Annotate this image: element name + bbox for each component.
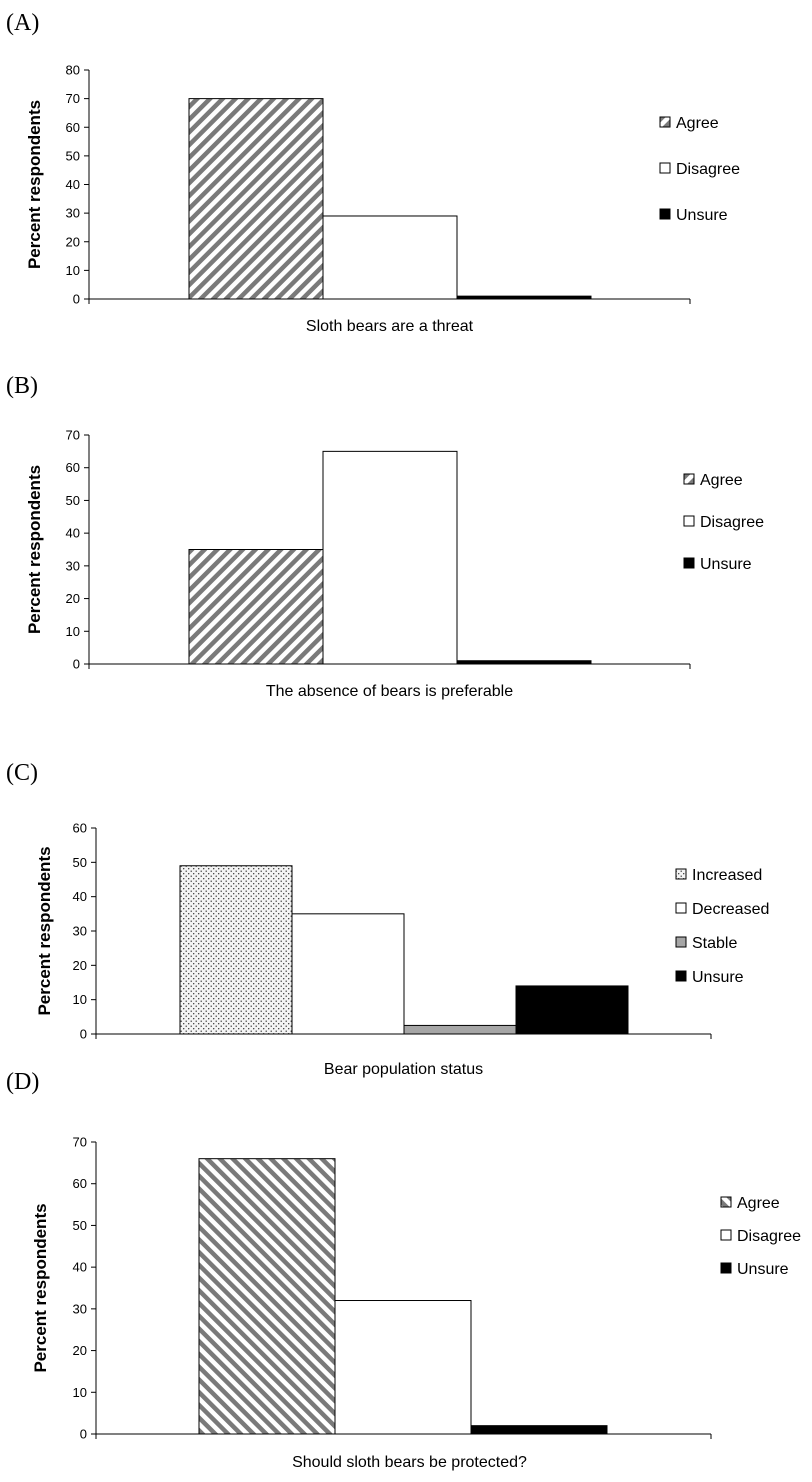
y-tick-label: 70 xyxy=(73,1135,87,1150)
legend-label-unsure: Unsure xyxy=(700,556,752,573)
y-axis-label: Percent respondents xyxy=(25,100,44,269)
legend-label-stable: Stable xyxy=(692,935,737,952)
legend-swatch-stable xyxy=(675,936,687,948)
bar-disagree xyxy=(334,1300,472,1435)
y-tick-label: 80 xyxy=(66,63,80,78)
panel-label: (D) xyxy=(6,1069,39,1095)
legend-label-unsure: Unsure xyxy=(692,969,744,986)
y-tick-label: 10 xyxy=(66,624,80,639)
bar-agree xyxy=(188,549,324,665)
y-tick-label: 50 xyxy=(66,148,80,163)
y-tick-label: 40 xyxy=(73,889,87,904)
y-tick-label: 20 xyxy=(73,958,87,973)
legend-swatch-disagree xyxy=(683,515,695,527)
panel-label: (C) xyxy=(6,760,38,786)
bar-unsure xyxy=(515,985,629,1035)
chart-panel-c: (C) 0 10 20 30 40 50 60 Percent respondents Bear … xyxy=(6,760,769,1078)
legend-swatch-agree xyxy=(683,473,695,485)
chart-panel-d: (D) 0 10 20 30 40 50 60 70 Percent respondents Sho… xyxy=(6,1069,801,1471)
y-tick-label: 30 xyxy=(66,558,80,573)
y-tick-label: 20 xyxy=(73,1343,87,1358)
y-tick-label: 50 xyxy=(73,855,87,870)
y-tick-label: 50 xyxy=(66,493,80,508)
y-axis-label: Percent respondents xyxy=(35,846,54,1015)
legend-label-disagree: Disagree xyxy=(676,161,740,178)
y-tick-label: 30 xyxy=(66,206,80,221)
legend-swatch-unsure xyxy=(675,970,687,982)
y-tick-label: 0 xyxy=(73,657,80,672)
y-tick-label: 20 xyxy=(66,591,80,606)
panel-label: (A) xyxy=(6,10,39,36)
y-tick-label: 10 xyxy=(73,992,87,1007)
x-axis-label: The absence of bears is preferable xyxy=(266,683,513,700)
y-tick-label: 40 xyxy=(66,526,80,541)
legend-swatch-disagree xyxy=(720,1229,732,1241)
bar-disagree xyxy=(322,215,458,300)
bar-increased xyxy=(179,865,293,1035)
y-tick-label: 60 xyxy=(66,460,80,475)
y-tick-label: 40 xyxy=(66,177,80,192)
legend-swatch-increased xyxy=(675,868,687,880)
bar-agree xyxy=(188,98,324,300)
y-tick-label: 20 xyxy=(66,234,80,249)
bar-agree xyxy=(198,1158,336,1435)
y-tick-label: 10 xyxy=(66,263,80,278)
legend-swatch-decreased xyxy=(675,902,687,914)
y-tick-label: 40 xyxy=(73,1260,87,1275)
y-tick-label: 30 xyxy=(73,924,87,939)
legend-label-decreased: Decreased xyxy=(692,901,769,918)
legend-label-agree: Agree xyxy=(737,1195,780,1212)
y-tick-label: 10 xyxy=(73,1385,87,1400)
y-tick-label: 50 xyxy=(73,1218,87,1233)
y-tick-label: 60 xyxy=(66,120,80,135)
legend-swatch-unsure xyxy=(659,208,671,220)
legend-swatch-agree xyxy=(659,116,671,128)
y-tick-label: 0 xyxy=(80,1027,87,1042)
y-tick-label: 60 xyxy=(73,1176,87,1191)
x-axis-label: Sloth bears are a threat xyxy=(306,318,474,335)
bar-unsure xyxy=(470,1425,608,1435)
legend-swatch-disagree xyxy=(659,162,671,174)
legend-label-agree: Agree xyxy=(676,115,719,132)
y-tick-label: 70 xyxy=(66,91,80,106)
bar-unsure xyxy=(456,295,592,300)
legend-label-unsure: Unsure xyxy=(737,1261,789,1278)
y-tick-label: 70 xyxy=(66,428,80,443)
bar-disagree xyxy=(322,450,458,665)
chart-panel-b: (B) 0 10 20 30 40 50 60 70 Percent respondents The… xyxy=(6,373,764,700)
y-tick-label: 0 xyxy=(73,292,80,307)
y-axis-label: Percent respondents xyxy=(25,465,44,634)
y-axis-label: Percent respondents xyxy=(31,1203,50,1372)
bar-decreased xyxy=(291,913,405,1035)
legend-label-agree: Agree xyxy=(700,472,743,489)
legend-swatch-agree xyxy=(720,1196,732,1208)
legend-swatch-unsure xyxy=(720,1262,732,1274)
y-tick-label: 0 xyxy=(80,1427,87,1442)
panel-label: (B) xyxy=(6,373,38,399)
bar-unsure xyxy=(456,660,592,665)
x-axis-label: Bear population status xyxy=(324,1061,483,1078)
bar-stable xyxy=(403,1024,517,1035)
legend-swatch-unsure xyxy=(683,557,695,569)
legend-label-unsure: Unsure xyxy=(676,207,728,224)
y-tick-label: 60 xyxy=(73,821,87,836)
x-axis-label: Should sloth bears be protected? xyxy=(292,1454,527,1471)
legend-label-disagree: Disagree xyxy=(737,1228,801,1245)
legend-label-increased: Increased xyxy=(692,867,762,884)
legend-label-disagree: Disagree xyxy=(700,514,764,531)
y-tick-label: 30 xyxy=(73,1301,87,1316)
chart-panel-a: (A) 0 10 20 30 40 50 60 70 80 Percent respondents S… xyxy=(6,10,740,335)
